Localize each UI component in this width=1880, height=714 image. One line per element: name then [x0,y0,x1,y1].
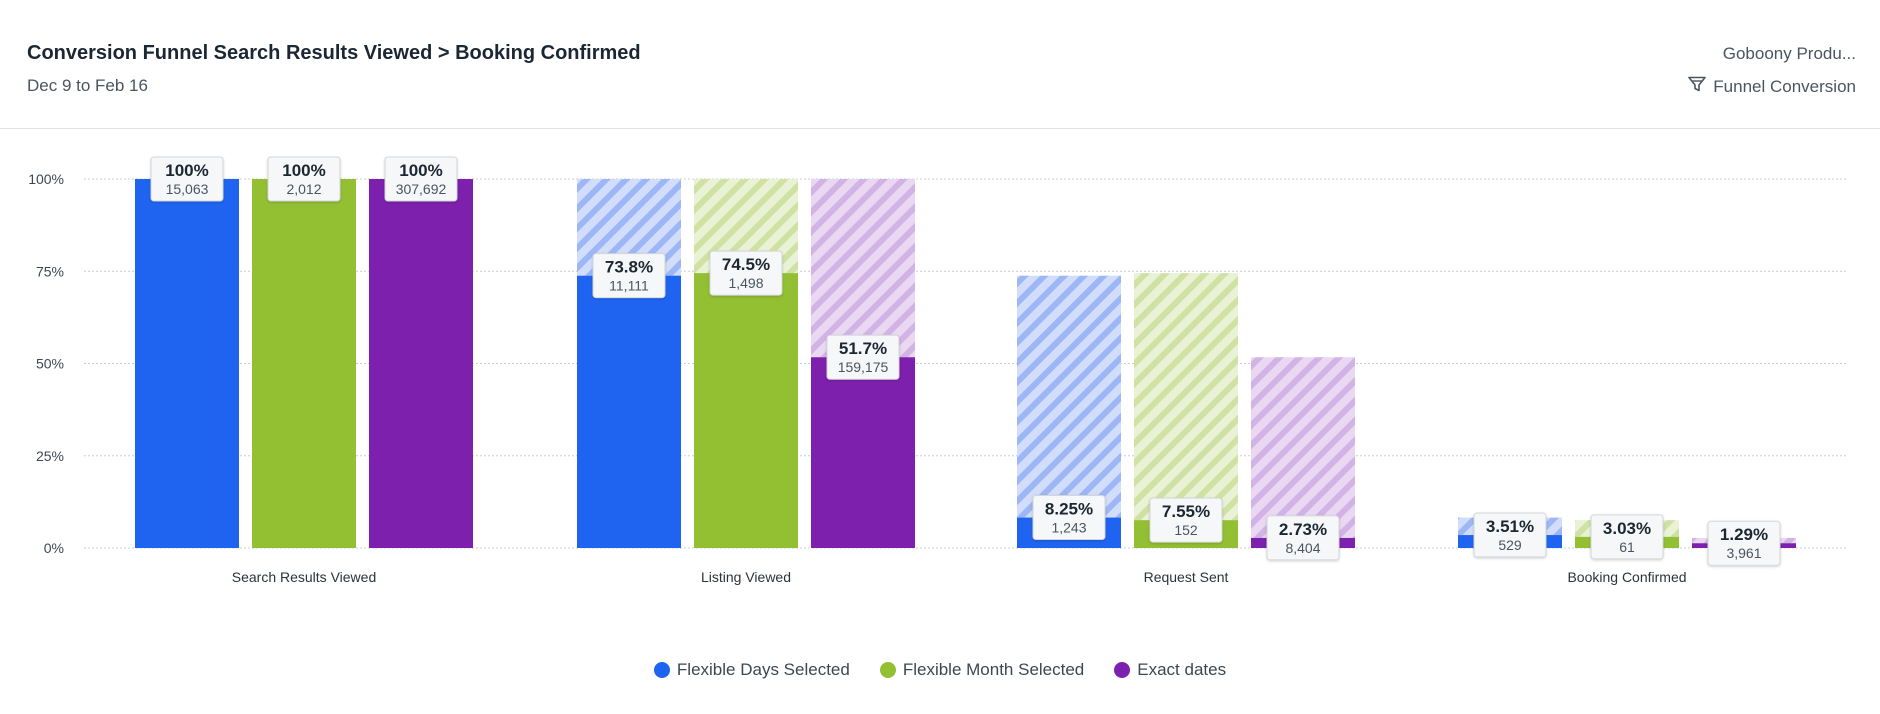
data-label: 2.73%8,404 [1266,515,1340,561]
x-tick-label: Request Sent [1144,569,1229,585]
chart-type-label: Funnel Conversion [1713,76,1856,96]
data-label-percent: 73.8% [605,258,653,277]
data-label-percent: 74.5% [722,255,770,274]
conversion-bar[interactable] [694,273,798,548]
data-label-percent: 100% [282,161,325,180]
data-label: 7.55%152 [1149,497,1223,543]
data-label-box [592,253,666,299]
conversion-bar[interactable] [252,179,356,548]
bar-group: 8.25%1,243 7.55%152 2.73%8,404 [1017,273,1355,561]
data-label-box [1707,520,1781,566]
data-label-box [150,156,224,202]
dropoff-bar[interactable] [1017,275,1121,518]
chart-title: Conversion Funnel Search Results Viewed … [27,42,641,64]
y-tick-label: 50% [36,356,64,372]
x-tick-label: Listing Viewed [701,569,791,585]
data-label-box [1149,497,1223,543]
data-label-count: 152 [1174,522,1198,538]
project-name[interactable]: Goboony Produ... [1722,44,1856,63]
dropoff-bar[interactable] [1251,357,1355,538]
data-label-count: 1,243 [1051,520,1086,536]
legend-label: Flexible Days Selected [676,660,850,679]
dropoff-bar[interactable] [811,179,915,358]
data-label-count: 1,498 [728,275,763,291]
date-range[interactable]: Dec 9 to Feb 16 [27,76,148,95]
legend-item-flexible-month[interactable]: Flexible Month Selected [879,660,1085,680]
data-label-count: 2,012 [286,181,321,197]
data-label-count: 61 [1619,539,1635,555]
legend-swatch [1114,662,1131,678]
legend-swatch [653,662,670,678]
data-label-count: 11,111 [609,278,649,294]
data-label: 3.03%61 [1590,514,1664,560]
data-label-percent: 100% [165,161,208,180]
x-axis: Search Results Viewed Listing Viewed Reque… [232,569,1687,585]
data-label-box [826,334,900,380]
conversion-bar[interactable] [135,179,239,548]
data-label-box [1473,512,1547,558]
x-tick-label: Booking Confirmed [1567,569,1686,585]
data-label-percent: 8.25% [1045,500,1093,519]
bar-group: 3.51%529 3.03%61 1.29%3,961 [1458,512,1796,566]
x-tick-label: Search Results Viewed [232,569,376,585]
legend-swatch [879,662,896,678]
data-label-box [709,250,783,296]
data-label-box [1032,495,1106,541]
data-label: 8.25%1,243 [1032,495,1106,541]
data-label: 51.7%159,175 [826,334,900,380]
data-label-percent: 7.55% [1162,502,1210,521]
chart-type-indicator[interactable]: Funnel Conversion [1688,76,1856,97]
y-axis: 0% 25% 50% 75% 100% [28,171,64,556]
data-label-count: 529 [1498,537,1522,553]
data-label: 100%15,063 [150,156,224,202]
data-label: 1.29%3,961 [1707,520,1781,566]
data-label-percent: 51.7% [839,339,887,358]
data-label-count: 8,404 [1285,540,1320,556]
y-tick-label: 75% [36,263,64,279]
data-label-percent: 2.73% [1279,520,1327,539]
data-label-count: 159,175 [838,359,889,375]
dropoff-bar[interactable] [1134,273,1238,521]
data-label-box [384,156,458,202]
data-label-percent: 1.29% [1720,525,1768,544]
data-label-box [1266,515,1340,561]
conversion-bar[interactable] [577,275,681,548]
funnel-chart: 0%25%50%75%100% 100%15,063100%2,012100%3… [28,156,1848,585]
y-tick-label: 100% [28,171,64,187]
data-label-count: 15,063 [166,181,209,197]
data-label: 100%307,692 [384,156,458,202]
legend-label: Exact dates [1137,660,1227,679]
y-tick-label: 25% [36,448,64,464]
legend-label: Flexible Month Selected [902,660,1085,679]
data-label: 73.8%11,111 [592,253,666,299]
data-label-box [267,156,341,202]
data-label-percent: 3.51% [1486,517,1534,536]
chart-legend: Flexible Days Selected Flexible Month Se… [0,660,1880,680]
legend-item-exact-dates[interactable]: Exact dates [1114,660,1226,680]
chart-header: Conversion Funnel Search Results Viewed … [0,0,1880,129]
funnel-icon [1688,76,1707,97]
data-label-box [1590,514,1664,560]
bars: 100%15,063100%2,012100%307,69273.8%11,11… [135,156,1796,566]
data-label: 3.51%529 [1473,512,1547,558]
data-label-percent: 3.03% [1603,519,1651,538]
conversion-bar[interactable] [369,179,473,548]
legend-item-flexible-days[interactable]: Flexible Days Selected [653,660,850,680]
data-label: 74.5%1,498 [709,250,783,296]
bar-group: 73.8%11,111 74.5%1,498 51.7%159,175 [577,179,915,548]
conversion-bar[interactable] [811,357,915,548]
y-tick-label: 0% [44,540,64,556]
data-label-count: 3,961 [1726,545,1761,561]
data-label-percent: 100% [399,161,442,180]
data-label-count: 307,692 [396,181,447,197]
data-label: 100%2,012 [267,156,341,202]
